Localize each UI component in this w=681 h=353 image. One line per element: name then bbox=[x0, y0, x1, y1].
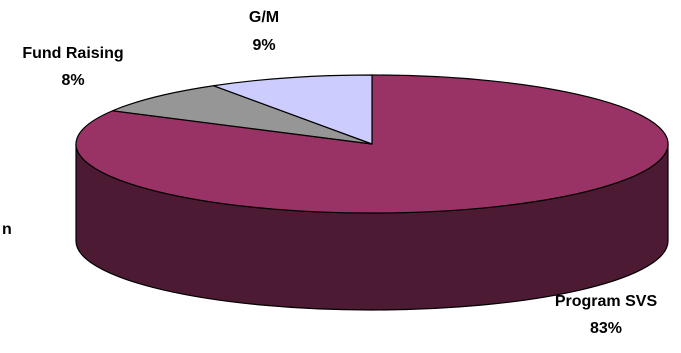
cropped-text: n bbox=[2, 221, 12, 238]
slice-label-value-0: 83% bbox=[590, 320, 622, 337]
pie-slice-2 bbox=[212, 74, 373, 145]
pie-tops bbox=[75, 74, 669, 214]
slice-label-name-0: Program SVS bbox=[555, 293, 658, 310]
slice-label-value-1: 8% bbox=[61, 72, 84, 89]
slice-label-value-2: 9% bbox=[252, 37, 275, 54]
pie-slice-1 bbox=[112, 85, 373, 145]
slice-label-name-1: Fund Raising bbox=[22, 45, 123, 62]
slice-label-name-2: G/M bbox=[249, 9, 279, 26]
